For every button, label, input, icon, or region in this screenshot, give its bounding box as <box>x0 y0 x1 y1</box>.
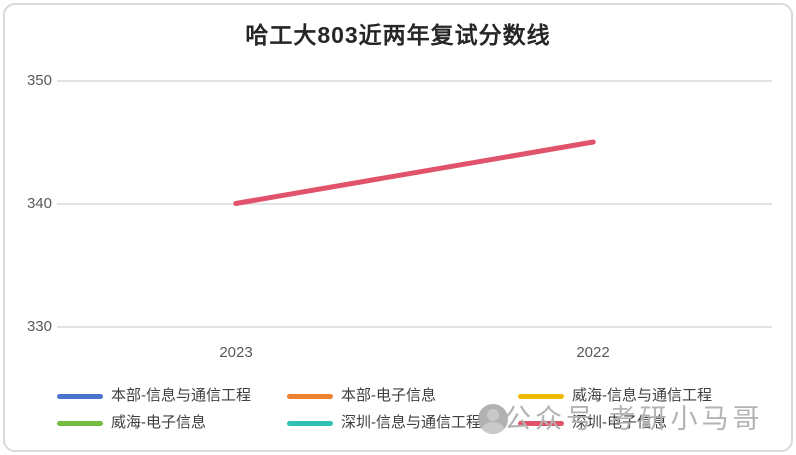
legend-label: 深圳-信息与通信工程 <box>341 414 481 431</box>
gridline-340 <box>57 203 772 205</box>
legend-label: 本部-电子信息 <box>341 387 436 404</box>
legend-marker-teal <box>287 420 333 426</box>
gridline-350 <box>57 80 772 82</box>
x-tick-2023: 2023 <box>219 344 253 361</box>
y-tick-340: 340 <box>26 195 52 212</box>
chart-title: 哈工大803近两年复试分数线 <box>245 22 551 48</box>
legend-marker-blue <box>57 393 103 399</box>
legend-label: 威海-信息与通信工程 <box>572 387 712 404</box>
legend-marker-orange <box>287 393 333 399</box>
legend-marker-red <box>518 420 564 426</box>
legend-label: 本部-信息与通信工程 <box>111 387 251 404</box>
legend-item-shenzhen-xinxi-tongxin: 深圳-信息与通信工程 <box>287 414 481 432</box>
legend-item-weihai-xinxi-tongxin: 威海-信息与通信工程 <box>518 387 712 405</box>
x-tick-2022: 2022 <box>576 344 610 361</box>
legend-marker-green <box>57 420 103 426</box>
legend-item-benbu-xinxi-tongxin: 本部-信息与通信工程 <box>57 387 251 405</box>
y-tick-330: 330 <box>26 318 52 335</box>
data-line-深圳-电子信息 <box>233 139 596 206</box>
legend-label: 深圳-电子信息 <box>572 414 667 431</box>
legend-item-benbu-dianzi: 本部-电子信息 <box>287 387 436 405</box>
legend-label: 威海-电子信息 <box>111 414 206 431</box>
legend-marker-yellow <box>518 393 564 399</box>
y-tick-350: 350 <box>26 72 52 89</box>
gridline-330 <box>57 326 772 328</box>
legend-item-weihai-dianzi: 威海-电子信息 <box>57 414 206 432</box>
legend-item-shenzhen-dianzi: 深圳-电子信息 <box>518 414 667 432</box>
